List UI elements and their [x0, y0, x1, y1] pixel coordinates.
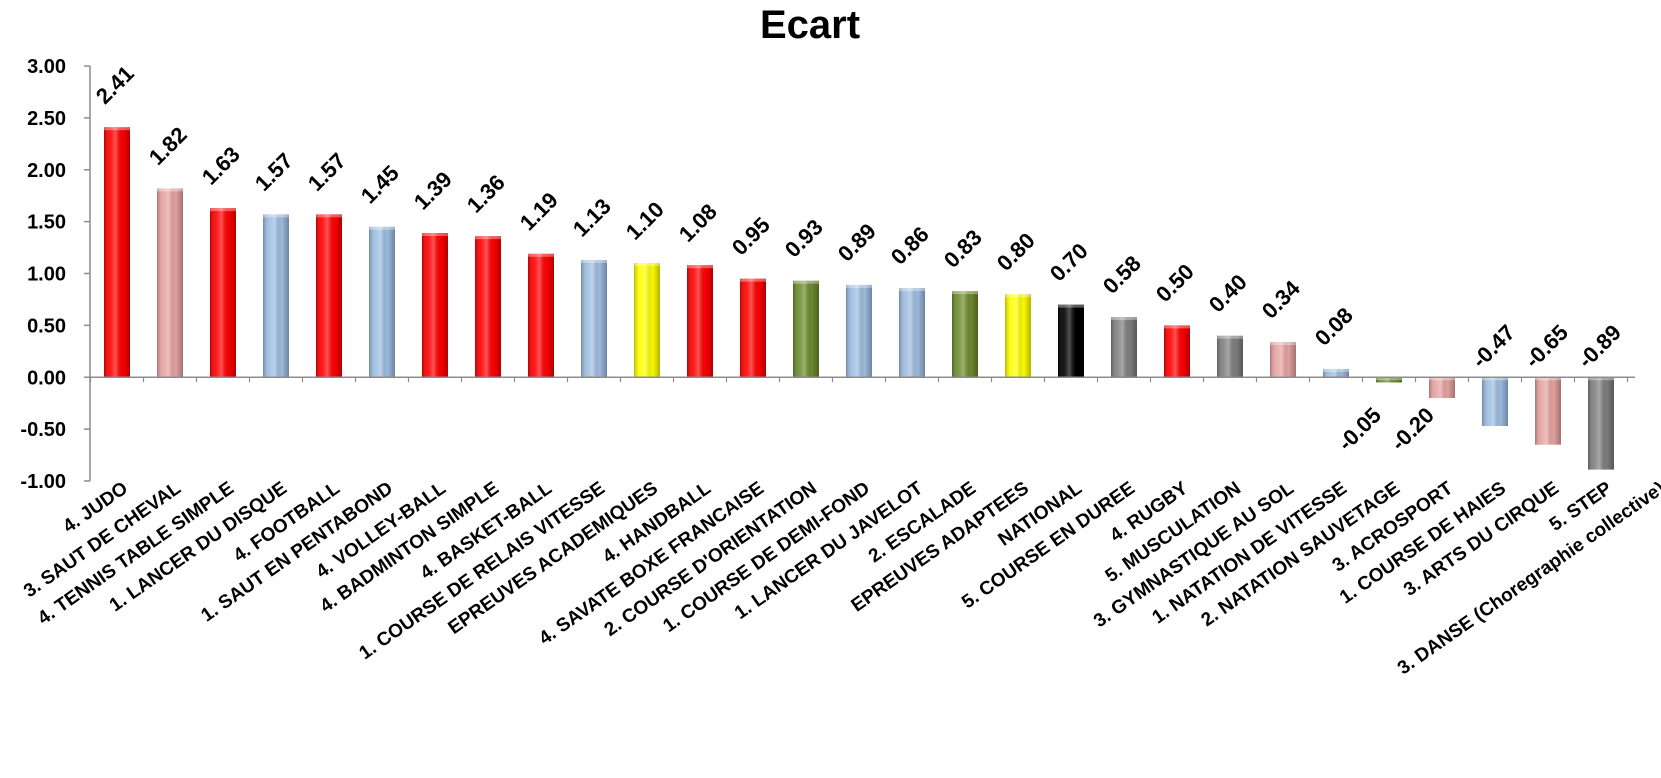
bar [263, 214, 289, 378]
data-label: 0.58 [1098, 251, 1146, 299]
y-tick-label: 1.00 [27, 264, 66, 286]
data-label: 0.70 [1045, 238, 1093, 286]
data-label: 0.93 [780, 214, 828, 262]
bar [1535, 377, 1561, 445]
bar [475, 236, 501, 378]
data-label: 1.39 [409, 167, 457, 215]
bar [1482, 377, 1508, 427]
y-tick-label: -0.50 [20, 419, 66, 441]
bar [634, 263, 660, 378]
y-tick-label: 0.50 [27, 315, 66, 337]
data-label: -0.20 [1386, 402, 1439, 455]
y-tick-label: 1.50 [27, 212, 66, 234]
y-tick-label: 2.00 [27, 160, 66, 182]
bar [740, 278, 766, 378]
bar-series [104, 127, 1614, 470]
data-label: -0.47 [1467, 320, 1520, 373]
chart-title: Ecart [760, 3, 860, 47]
data-label: -0.65 [1520, 320, 1573, 373]
bar [1588, 377, 1614, 470]
bar [1376, 377, 1402, 383]
data-label: 1.36 [462, 170, 510, 218]
data-label: 1.63 [197, 142, 245, 190]
y-tick-label: -1.00 [20, 471, 66, 493]
data-label: 1.19 [515, 187, 563, 235]
data-label: 1.08 [674, 199, 722, 247]
data-label: -0.05 [1333, 402, 1386, 455]
bar [1005, 294, 1031, 378]
data-label: 0.40 [1204, 269, 1252, 317]
bar [1323, 368, 1349, 378]
bar [1429, 377, 1455, 398]
data-label: 1.13 [568, 194, 616, 242]
data-label: 0.34 [1257, 275, 1305, 323]
bar [899, 288, 925, 378]
bar [528, 253, 554, 378]
data-label: -0.89 [1573, 320, 1626, 373]
y-axis: 3.00 2.50 2.00 1.50 1.00 0.50 0.00 -0.50 -1.00 [20, 56, 91, 493]
bar [581, 260, 607, 378]
y-tick-label: 0.00 [27, 367, 66, 389]
data-label: 0.86 [886, 222, 934, 270]
bar [687, 265, 713, 378]
data-label: 1.10 [621, 197, 669, 245]
data-label: 0.80 [992, 228, 1040, 276]
data-label: 0.50 [1151, 259, 1199, 307]
y-tick-label: 2.50 [27, 108, 66, 130]
bar [316, 214, 342, 378]
bar [952, 291, 978, 378]
bar [1270, 341, 1296, 378]
bar [422, 233, 448, 378]
bar [1111, 317, 1137, 378]
data-label: 0.95 [727, 212, 775, 260]
data-label: 1.82 [144, 122, 192, 170]
bar [157, 188, 183, 378]
data-label: 2.41 [91, 61, 139, 109]
bar [1164, 325, 1190, 378]
data-label: 0.83 [939, 225, 987, 273]
bar [369, 226, 395, 378]
bar [210, 208, 236, 378]
bar [1058, 304, 1084, 378]
bar [104, 127, 130, 378]
data-label: 0.08 [1310, 303, 1358, 351]
data-label: 0.89 [833, 218, 881, 266]
bar [846, 284, 872, 378]
bar [1217, 335, 1243, 378]
y-tick-label: 3.00 [27, 56, 66, 78]
data-label: 1.57 [303, 148, 351, 196]
bar [793, 280, 819, 378]
data-label: 1.45 [356, 160, 404, 208]
x-axis [89, 376, 1635, 383]
data-label: 1.57 [250, 148, 298, 196]
